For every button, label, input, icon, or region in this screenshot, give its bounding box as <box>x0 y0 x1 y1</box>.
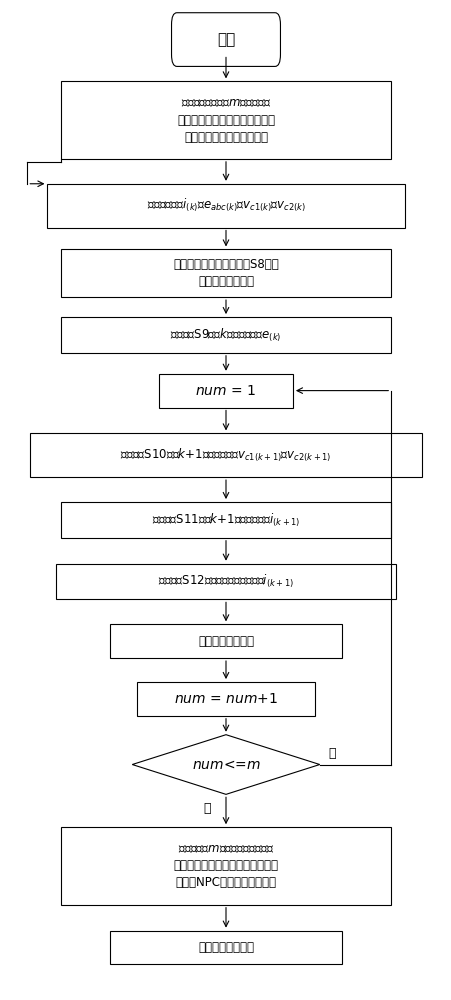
FancyBboxPatch shape <box>56 564 395 599</box>
Text: $num$<=$m$: $num$<=$m$ <box>191 758 260 772</box>
FancyBboxPatch shape <box>29 433 422 477</box>
FancyBboxPatch shape <box>61 827 390 905</box>
Text: 确定开关状态数量$m$及各开关状
态对应的逆变器输出电压矢量；
输入系统参数和控制参数；: 确定开关状态数量$m$及各开关状 态对应的逆变器输出电压矢量； 输入系统参数和控… <box>177 97 274 144</box>
FancyBboxPatch shape <box>61 317 390 353</box>
Text: 通过步骤S10预测$k$+1时刻电容电压$v_{c1(k+1)}$、$v_{c2(k+1)}$: 通过步骤S10预测$k$+1时刻电容电压$v_{c1(k+1)}$、$v_{c2… <box>120 447 331 464</box>
Text: 通过步骤S12代价函数评判并网电流$i_{(k+1)}$: 通过步骤S12代价函数评判并网电流$i_{(k+1)}$ <box>157 573 294 590</box>
Text: 测量并网电流$i_{(k)}$、$e_{abc(k)}$、$v_{c1(k)}$、$v_{c2(k)}$: 测量并网电流$i_{(k)}$、$e_{abc(k)}$、$v_{c1(k)}$… <box>146 197 305 214</box>
FancyBboxPatch shape <box>61 249 390 297</box>
Polygon shape <box>132 735 319 794</box>
FancyBboxPatch shape <box>110 624 341 658</box>
FancyBboxPatch shape <box>110 931 341 964</box>
Text: 是: 是 <box>328 747 336 760</box>
Text: 在所保存的$m$个代价函数值中，选
择最优代价函数所对应的开关状态
应用于NPC并网逆变器的控制: 在所保存的$m$个代价函数值中，选 择最优代价函数所对应的开关状态 应用于NPC… <box>173 842 278 889</box>
Text: 否: 否 <box>203 802 211 815</box>
FancyBboxPatch shape <box>171 13 280 66</box>
FancyBboxPatch shape <box>61 81 390 159</box>
FancyBboxPatch shape <box>61 502 390 538</box>
FancyBboxPatch shape <box>159 374 292 408</box>
Text: 开始: 开始 <box>216 32 235 47</box>
FancyBboxPatch shape <box>136 682 315 716</box>
Text: 保存该代价函数值: 保存该代价函数值 <box>198 635 253 648</box>
Text: 根据控制目标，利用步骤S8中方
程计算参考电流值: 根据控制目标，利用步骤S8中方 程计算参考电流值 <box>173 258 278 288</box>
Text: 等待下一采样时刻: 等待下一采样时刻 <box>198 941 253 954</box>
Text: 通过步骤S11预测$k$+1时刻并网电流$i_{(k+1)}$: 通过步骤S11预测$k$+1时刻并网电流$i_{(k+1)}$ <box>152 511 299 529</box>
Text: 通过步骤S9求取$k$时刻电网电压$e_{(k)}$: 通过步骤S9求取$k$时刻电网电压$e_{(k)}$ <box>170 326 281 344</box>
Text: $num$ = 1: $num$ = 1 <box>195 384 256 398</box>
Text: $num$ = $num$+1: $num$ = $num$+1 <box>174 692 277 706</box>
FancyBboxPatch shape <box>47 184 404 228</box>
